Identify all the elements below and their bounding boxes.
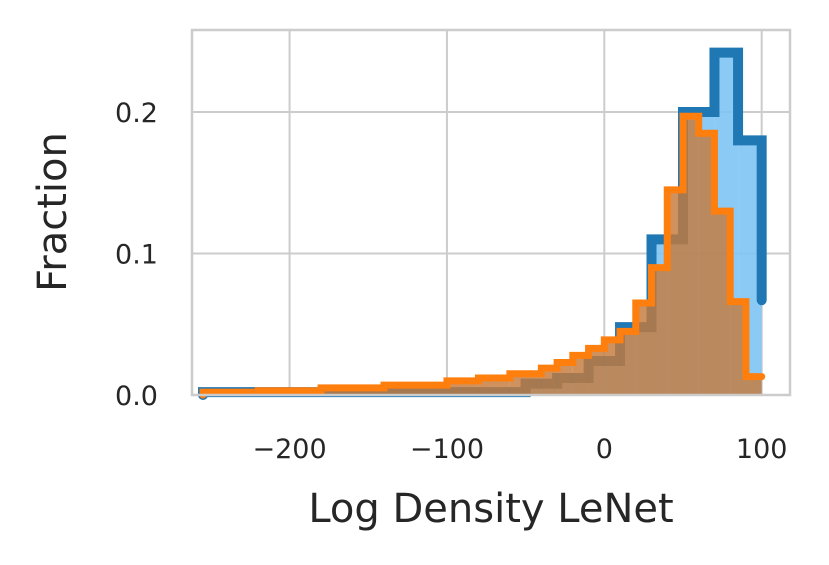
x-tick-label-3: 100 bbox=[736, 434, 788, 465]
y-tick-label-0: 0.0 bbox=[115, 381, 158, 412]
x-axis-label: Log Density LeNet bbox=[308, 486, 673, 532]
series-1-bar-10 bbox=[588, 348, 605, 395]
y-tick-labels: 0.0 0.1 0.2 bbox=[115, 98, 158, 412]
series-1-bar-4 bbox=[446, 380, 479, 395]
series-1-bar-20 bbox=[745, 376, 762, 395]
series-1-bar-11 bbox=[604, 339, 621, 395]
series-1-bar-13 bbox=[635, 303, 652, 395]
series-1-bar-19 bbox=[730, 301, 746, 395]
series-1-bar-18 bbox=[714, 211, 731, 395]
series-1 bbox=[199, 112, 766, 399]
plot-frame bbox=[190, 28, 792, 397]
series-1-bar-16 bbox=[682, 116, 699, 395]
series-1-bar-14 bbox=[651, 267, 668, 395]
series-1-bar-15 bbox=[667, 189, 683, 395]
series-1-bar-7 bbox=[541, 368, 558, 395]
y-tick-label-2: 0.2 bbox=[115, 98, 158, 129]
series-1-bar-5 bbox=[478, 378, 510, 395]
series-1-bar-8 bbox=[557, 362, 573, 395]
y-axis-label: Fraction bbox=[30, 132, 76, 292]
x-tick-labels: −200 −100 0 100 bbox=[252, 434, 787, 465]
y-tick-label-1: 0.1 bbox=[115, 240, 158, 271]
series-1-bar-17 bbox=[698, 133, 715, 395]
series-1-bar-9 bbox=[572, 355, 589, 395]
series-1-outline bbox=[199, 112, 766, 399]
series-layer bbox=[198, 47, 767, 400]
x-tick-label-1: −100 bbox=[410, 434, 484, 465]
series-1-bar-12 bbox=[620, 331, 636, 395]
series-1-bar-2 bbox=[321, 387, 384, 395]
series-1-bar-3 bbox=[383, 385, 447, 395]
x-tick-label-0: −200 bbox=[252, 434, 326, 465]
x-tick-label-2: 0 bbox=[596, 434, 613, 465]
series-1-bar-6 bbox=[509, 373, 542, 395]
